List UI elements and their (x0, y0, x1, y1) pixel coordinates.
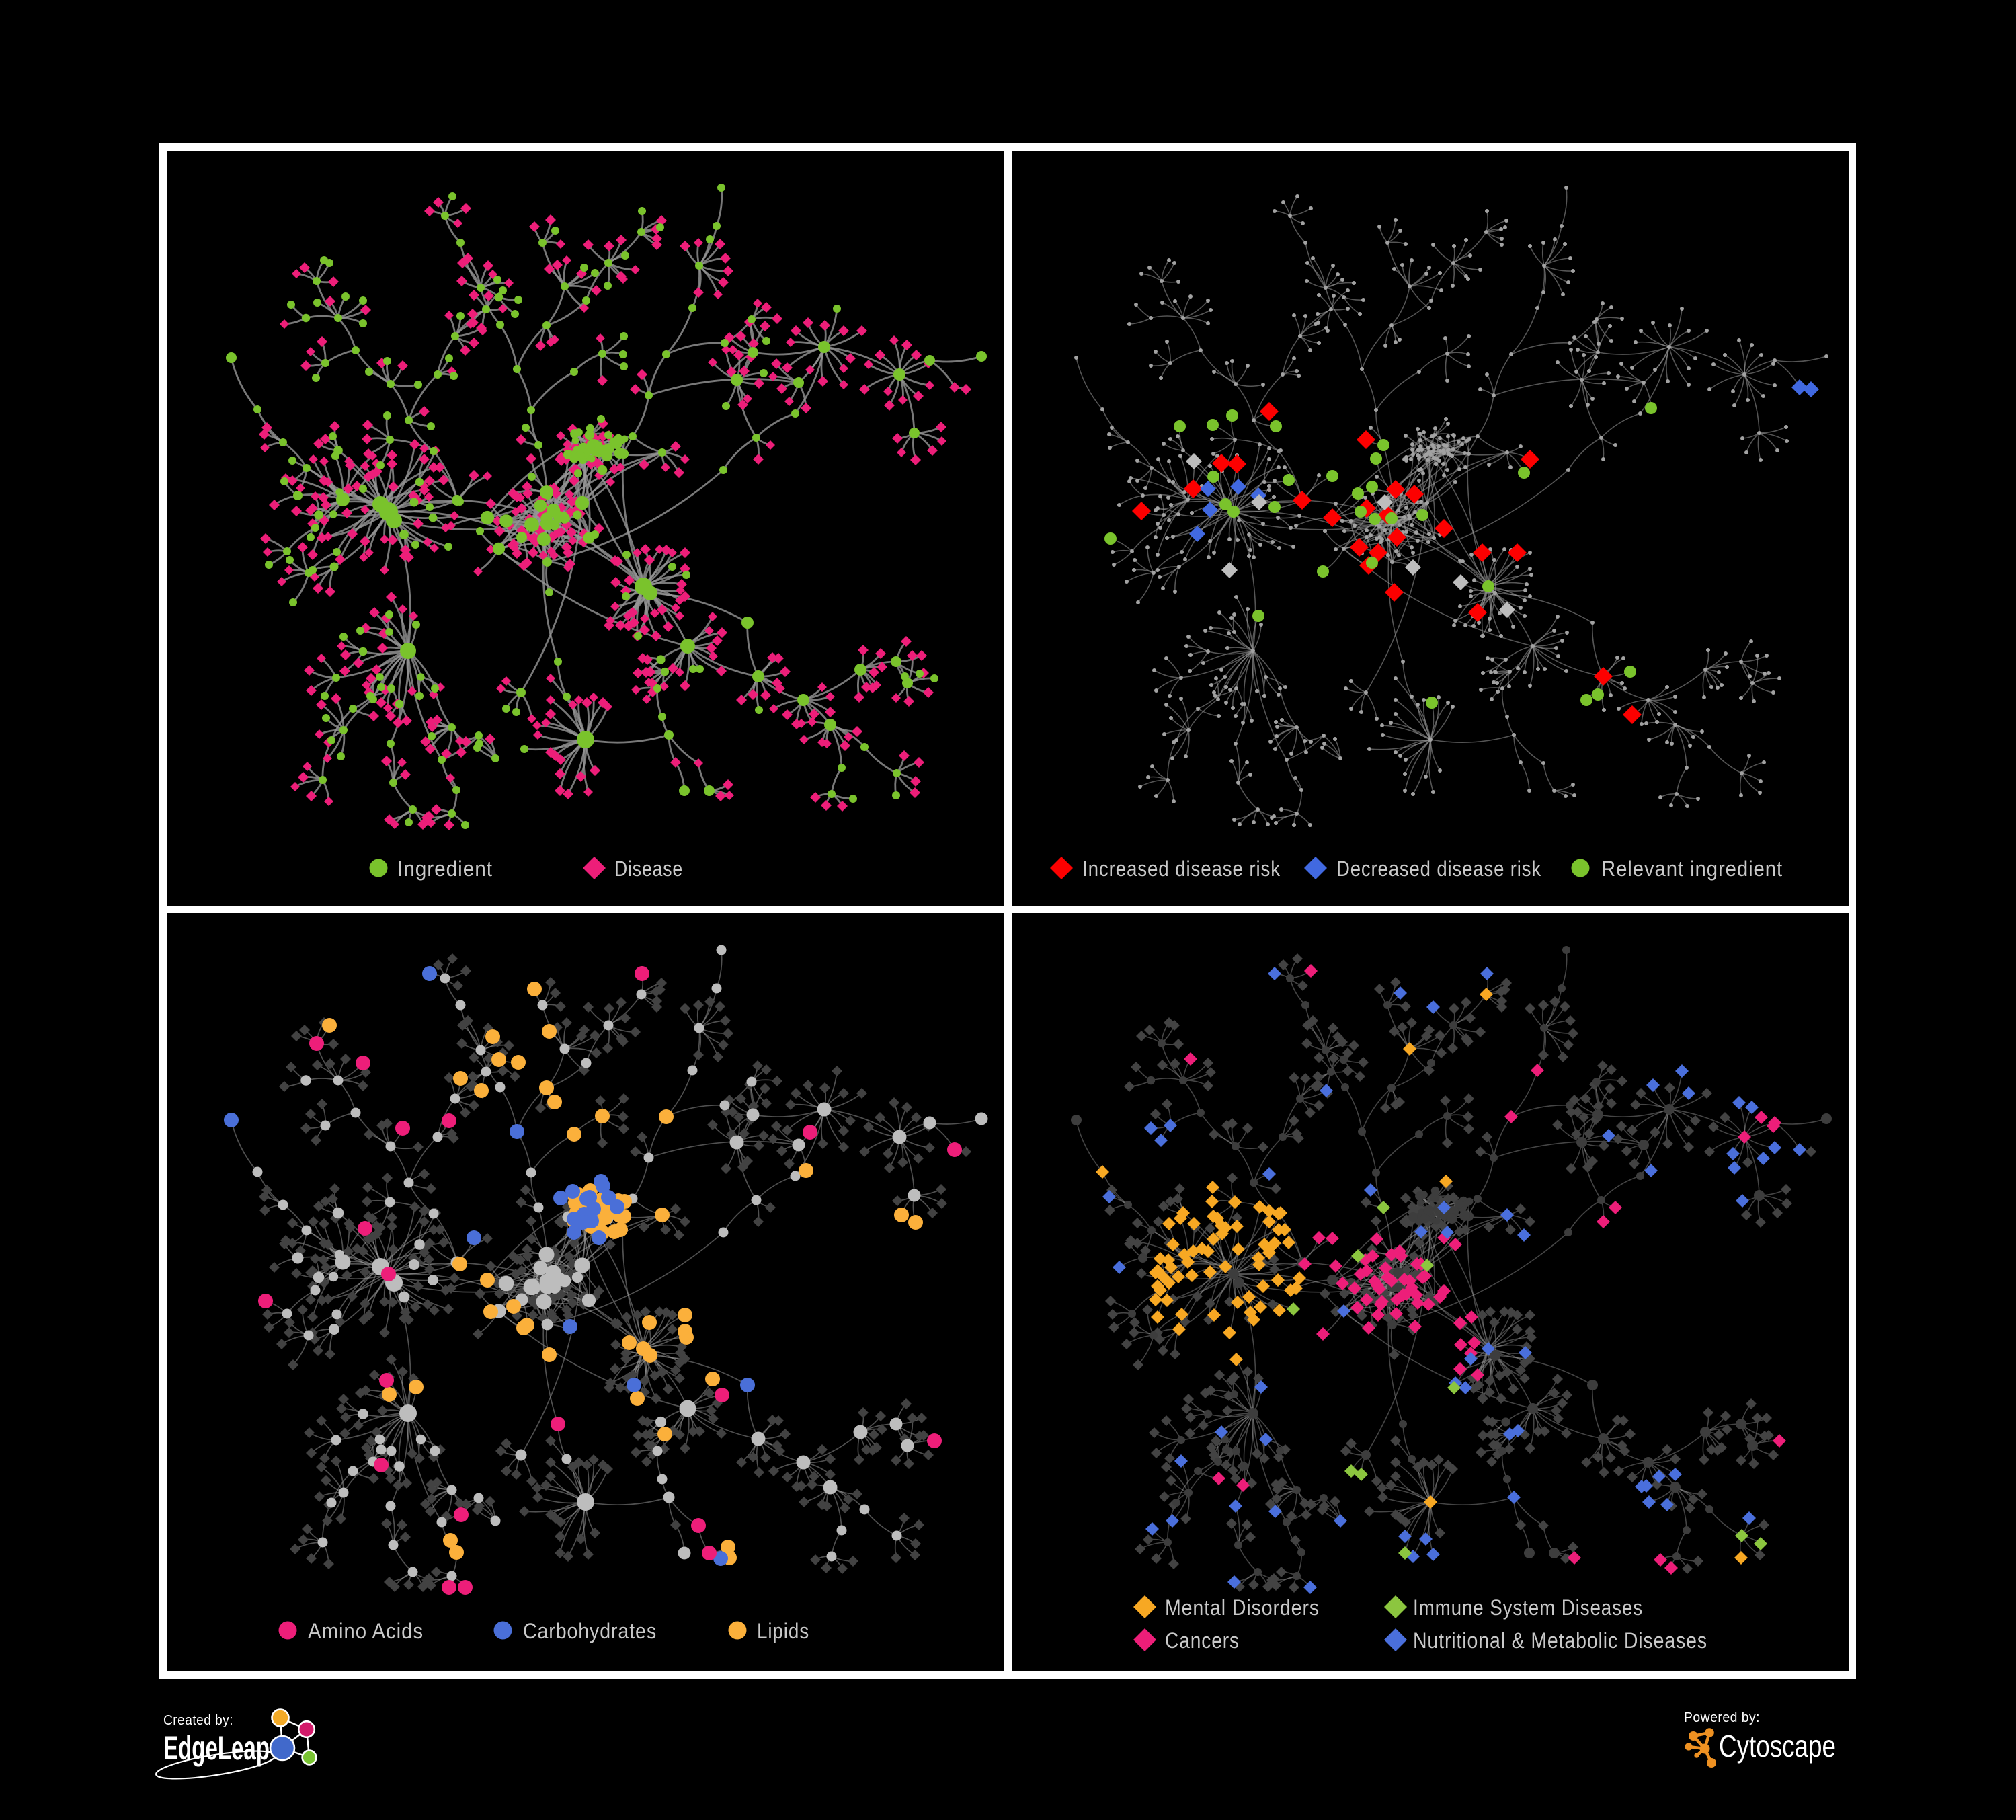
svg-text:Mental Disorders: Mental Disorders (1165, 1595, 1320, 1620)
svg-text:Ingredient: Ingredient (397, 857, 493, 881)
svg-text:Carbohydrates: Carbohydrates (523, 1619, 657, 1643)
svg-text:Cancers: Cancers (1165, 1628, 1240, 1653)
svg-text:Decreased disease risk: Decreased disease risk (1336, 857, 1541, 881)
svg-text:Powered by:: Powered by: (1684, 1710, 1760, 1725)
svg-text:Increased disease risk: Increased disease risk (1082, 857, 1281, 881)
svg-text:Nutritional & Metabolic Diseas: Nutritional & Metabolic Diseases (1413, 1628, 1707, 1653)
svg-text:Cytoscape: Cytoscape (1719, 1729, 1836, 1764)
svg-text:Created by:: Created by: (163, 1713, 233, 1728)
svg-text:Disease: Disease (614, 857, 683, 881)
svg-text:Relevant ingredient: Relevant ingredient (1601, 857, 1783, 881)
svg-text:EdgeLeap: EdgeLeap (163, 1729, 270, 1767)
svg-text:Amino Acids: Amino Acids (308, 1619, 424, 1643)
svg-text:Immune System Diseases: Immune System Diseases (1413, 1595, 1643, 1620)
svg-text:Lipids: Lipids (757, 1619, 809, 1643)
